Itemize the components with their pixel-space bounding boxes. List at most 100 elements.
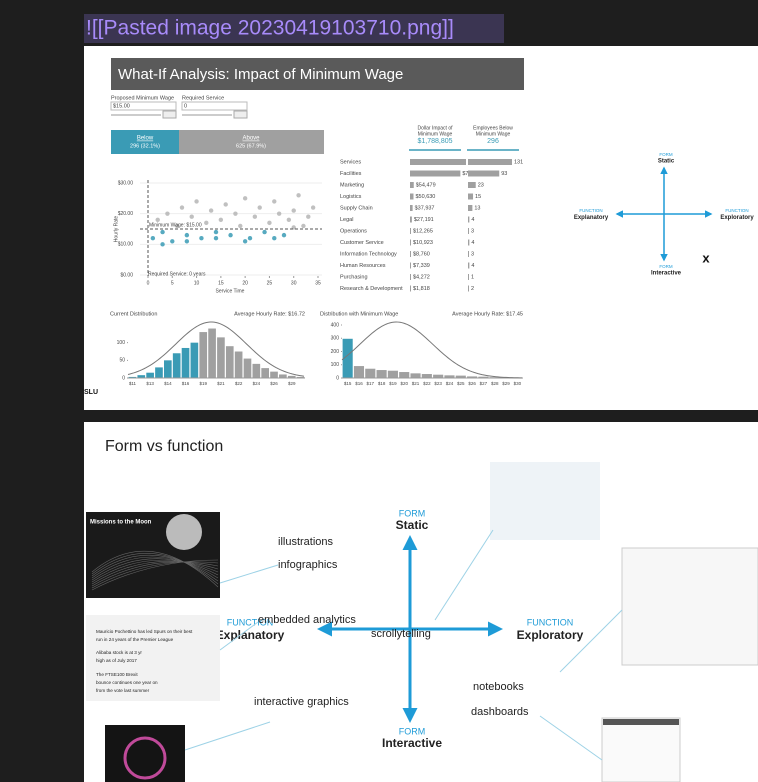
x-tick-label: $14 (164, 381, 172, 386)
hist-bar (455, 375, 466, 378)
y-tick-label: 100 (117, 340, 126, 346)
label: 4 (471, 240, 474, 246)
hist-bar (365, 368, 376, 378)
x-tick-label: $19 (199, 381, 207, 386)
label: FORM (399, 508, 426, 518)
scatter-point (194, 199, 199, 204)
dollar-bar (410, 182, 414, 188)
x-tick-label: 20 (242, 280, 248, 286)
hist-bar (270, 371, 278, 378)
scatter-point (213, 236, 219, 241)
label: run in 24 years of the Premier League (96, 637, 174, 642)
label: $7,339 (413, 263, 430, 269)
hist-bar (155, 367, 163, 378)
hist-bar (137, 375, 146, 378)
link-highlight (84, 14, 504, 43)
label: Static (396, 518, 429, 532)
input-box[interactable] (110, 101, 177, 111)
label: Above (242, 136, 260, 142)
label: $27,191 (414, 217, 434, 223)
scatter-point (310, 205, 316, 210)
y-tick-label: $0.00 (120, 272, 133, 278)
label: FUNCTION (579, 208, 602, 213)
x-tick-label: $18 (378, 381, 386, 386)
x-tick-label: $15 (344, 381, 352, 386)
input-box[interactable] (181, 101, 248, 111)
hist-bar (243, 358, 252, 378)
label: $37,937 (415, 205, 435, 211)
label: FUNCTION (527, 617, 574, 627)
dollar-bar (410, 285, 411, 292)
x-tick-label: $11 (129, 381, 137, 386)
orbit (91, 559, 219, 591)
label: 625 (67.9%) (236, 143, 266, 149)
scatter-point (306, 214, 311, 219)
orbit (91, 559, 219, 583)
scatter-point (174, 223, 180, 229)
x-tick-label: $28 (491, 381, 499, 386)
employee-bar (468, 159, 512, 165)
scatter-point (199, 236, 204, 241)
label: $1,788,805 (417, 138, 452, 145)
x-tick-label: $27 (480, 381, 488, 386)
hist-bar (199, 332, 208, 378)
dashboard-title: What-If Analysis: Impact of Minimum Wage (118, 66, 403, 83)
scatter-point (184, 232, 190, 238)
close-button[interactable]: x (702, 250, 710, 265)
x-tick-label: 30 (291, 280, 297, 286)
hist-bar (410, 373, 421, 378)
scatter-point (286, 217, 292, 222)
scatter-point (189, 214, 194, 219)
employee-bar (468, 170, 500, 177)
thumb-chord (105, 725, 185, 782)
y-tick-label: 50 (119, 358, 125, 364)
x-tick-label: 35 (315, 280, 321, 286)
scatter-point (272, 199, 277, 204)
x-tick-label: 0 (147, 280, 150, 286)
label: Minimum Wage (476, 131, 511, 137)
x-tick-label: $29 (288, 381, 296, 386)
connector (219, 621, 259, 651)
label: Dollar Impact of (417, 125, 453, 131)
hist-bar (287, 375, 296, 378)
employee-bar (468, 193, 474, 200)
below-bar (111, 130, 179, 154)
scatter-point (252, 214, 258, 219)
scatter-point (213, 229, 219, 235)
scatter-point (276, 211, 282, 216)
scatter-point (281, 232, 287, 238)
stepper[interactable] (233, 110, 248, 119)
label: Human Resources (340, 263, 386, 269)
label: FORM (659, 152, 672, 157)
scatter-point (150, 236, 156, 241)
scatter-point (262, 229, 267, 235)
hist-bar (296, 376, 305, 378)
x-tick-label: 5 (171, 280, 174, 286)
hist-bar (342, 338, 353, 378)
label: 296 (487, 138, 499, 145)
label: Explanatory (216, 628, 285, 642)
dollar-bar (410, 216, 412, 223)
y-tick-label: 400 (331, 322, 340, 328)
embed-link[interactable]: ![[Pasted image 20230419103710.png]] (86, 17, 454, 40)
employee-bar (468, 274, 469, 280)
label: from the vote last summer (96, 688, 150, 693)
stepper[interactable] (162, 110, 177, 119)
label: Services (340, 159, 361, 165)
quadrant-label: infographics (278, 559, 338, 571)
label: Static (658, 159, 675, 165)
scatter-point (257, 205, 262, 210)
dollar-bar (410, 274, 411, 280)
hist-bar (387, 370, 398, 378)
quadrant-label: dashboards (471, 706, 529, 718)
scatter-point (218, 217, 224, 222)
label: FUNCTION (227, 617, 274, 627)
x-tick-label: $25 (457, 381, 465, 386)
scatter-point (165, 211, 170, 216)
connector (184, 721, 271, 751)
label: Missions to the Moon (90, 520, 152, 526)
scatter-point (301, 223, 306, 229)
label: Mauricio Pochettino has led Spurs on the… (96, 629, 193, 634)
dollar-bar (410, 228, 411, 234)
title-bar (111, 58, 524, 90)
